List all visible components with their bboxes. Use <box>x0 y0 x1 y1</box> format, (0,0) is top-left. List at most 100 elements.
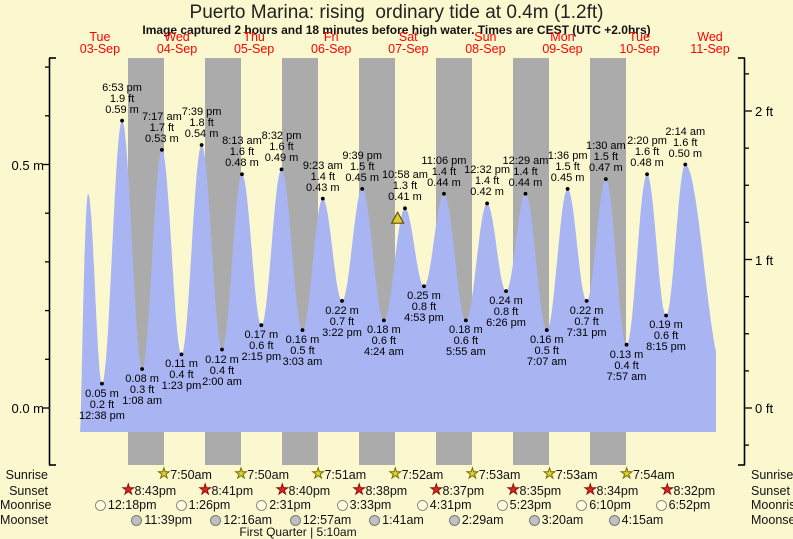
sunset-time: 8:37pm <box>442 483 485 498</box>
sunset-row-label: Sunset <box>751 483 790 498</box>
sunset-time: 8:35pm <box>519 483 562 498</box>
low-tide-label: 0.13 m 0.4 ft 7:57 am <box>606 348 647 383</box>
low-tide-label: 0.11 m 0.4 ft 1:23 pm <box>161 358 202 393</box>
moonrise-time: 12:18pm <box>107 498 157 512</box>
sunset-time: 8:34pm <box>596 483 639 498</box>
sunrise-star-icon: ★ <box>543 465 557 481</box>
moonrise-time: 6:52pm <box>668 498 711 512</box>
moonset-item: 12:57am <box>289 513 351 527</box>
current-time-marker-icon <box>390 210 405 224</box>
tide-curve <box>74 120 716 433</box>
high-tide-label: 9:23 am 1.4 ft 0.43 m <box>302 159 343 194</box>
tide-point-dot <box>603 177 608 182</box>
tide-point-dot <box>100 381 104 386</box>
tide-point-dot <box>140 367 145 371</box>
day-label: Sat 07-Sep <box>388 30 429 56</box>
moonset-item: 3:20am <box>528 513 584 527</box>
low-tide-label: 0.17 m 0.6 ft 2:15 pm <box>241 329 282 364</box>
sunset-time: 8:38pm <box>365 483 408 498</box>
moonrise-row-label: Moonrise <box>751 498 793 512</box>
tide-point-dot <box>565 186 570 191</box>
sunset-item: ★8:43pm <box>121 480 176 498</box>
sunset-item: ★8:32pm <box>660 481 716 498</box>
sunset-item: ★8:34pm <box>583 480 639 498</box>
low-tide-label: 0.18 m 0.6 ft 4:24 am <box>364 324 404 359</box>
day-label: Wed 04-Sep <box>156 30 198 56</box>
sunrise-row-label: Sunrise <box>751 468 793 482</box>
moonset-time: 3:20am <box>541 513 584 527</box>
moonrise-circle-icon <box>496 500 508 511</box>
low-tide-label: 0.22 m 0.7 ft 3:22 pm <box>322 304 362 339</box>
moon-phase-note: First Quarter | 5:10am <box>239 525 357 539</box>
sunrise-time: 7:53am <box>555 468 598 482</box>
sunset-star-icon: ★ <box>506 480 520 497</box>
tide-point-dot <box>403 206 407 211</box>
sunset-item: ★8:40pm <box>275 481 330 498</box>
low-tide-label: 0.19 m 0.6 ft 8:15 pm <box>646 319 686 354</box>
low-tide-label: 0.24 m 0.8 ft 6:26 pm <box>486 295 526 330</box>
moonrise-circle-icon <box>655 500 667 511</box>
day-label: Fri 06-Sep <box>311 30 352 56</box>
high-tide-label: 12:32 pm 1.4 ft 0.42 m <box>464 164 511 199</box>
sunset-star-icon: ★ <box>121 480 135 497</box>
day-label: Tue 10-Sep <box>619 30 660 56</box>
tide-point-dot <box>624 342 629 347</box>
sunset-row-label: Sunset <box>9 483 48 498</box>
moonset-row-label: Moonset <box>751 513 793 527</box>
sunset-star-icon: ★ <box>429 480 443 497</box>
moonset-circle-icon <box>131 515 143 526</box>
moonset-time: 12:16am <box>223 513 273 527</box>
moonset-circle-icon <box>289 515 301 526</box>
moonset-item: 12:16am <box>210 513 272 527</box>
moonrise-time: 1:26pm <box>188 498 231 512</box>
moonrise-circle-icon <box>94 500 106 511</box>
low-tide-label: 0.08 m 0.3 ft 1:08 am <box>122 373 162 408</box>
tide-point-dot <box>179 352 184 357</box>
tide-point-dot <box>485 201 489 206</box>
moonset-circle-icon <box>608 515 620 526</box>
moonset-item: 2:29am <box>448 513 504 527</box>
sunrise-star-icon: ★ <box>157 465 171 481</box>
sunrise-item: ★7:50am <box>234 465 289 483</box>
moonset-time: 4:15am <box>621 513 664 527</box>
y-axis-label-m: 0.0 m <box>11 401 44 416</box>
tide-point-dot <box>199 143 204 147</box>
tide-point-dot <box>422 284 426 289</box>
sunrise-time: 7:54am <box>632 468 675 482</box>
moonrise-time: 6:10pm <box>589 498 631 512</box>
sunrise-star-icon: ★ <box>466 465 480 481</box>
low-tide-label: 0.12 m 0.4 ft 2:00 am <box>202 353 242 388</box>
sunset-item: ★8:38pm <box>352 481 408 498</box>
day-label: Sun 08-Sep <box>465 30 506 56</box>
moonset-circle-icon <box>210 515 222 526</box>
sunrise-star-icon: ★ <box>620 465 634 481</box>
high-tide-label: 8:13 am 1.6 ft 0.48 m <box>222 135 262 170</box>
tide-point-dot <box>300 328 305 332</box>
low-tide-label: 0.05 m 0.2 ft 12:38 pm <box>79 387 125 422</box>
tide-point-dot <box>240 172 244 177</box>
moonset-time: 2:29am <box>461 513 504 527</box>
moonrise-item: 6:52pm <box>655 498 711 512</box>
sunrise-star-icon: ★ <box>234 465 248 481</box>
sunset-item: ★8:37pm <box>429 480 485 498</box>
sunset-star-icon: ★ <box>583 480 598 497</box>
tide-point-dot <box>683 162 688 167</box>
moonrise-item: 2:31pm <box>256 498 311 512</box>
tide-point-dot <box>220 347 224 352</box>
astro-row-moonset: Moonset Moonset 11:39pm 12:16am 12:57am 1:41a… <box>0 513 793 528</box>
tide-point-dot <box>504 289 508 294</box>
moonset-circle-icon <box>369 515 381 526</box>
sunrise-time: 7:50am <box>170 468 212 482</box>
moonrise-time: 4:31pm <box>429 498 472 512</box>
moonrise-item: 1:26pm <box>175 498 231 512</box>
tide-point-dot <box>664 313 668 318</box>
moonrise-time: 5:23pm <box>509 498 552 512</box>
low-tide-label: 0.18 m 0.6 ft 5:55 am <box>445 324 486 359</box>
low-tide-label: 0.22 m 0.7 ft 7:31 pm <box>566 304 607 339</box>
sunset-time: 8:32pm <box>673 483 716 498</box>
astro-row-moonrise: Moonrise Moonrise 12:18pm 1:26pm 2:31pm 3:33p… <box>0 498 793 513</box>
sunrise-item: ★7:51am <box>311 466 366 483</box>
moonrise-circle-icon <box>336 500 348 511</box>
